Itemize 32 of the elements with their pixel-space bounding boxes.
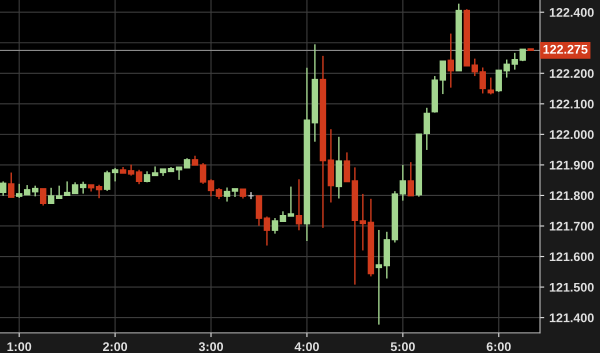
y-tick-label: 121.600 — [550, 252, 594, 262]
candlestick — [208, 178, 214, 198]
y-tick-label: 122.000 — [550, 130, 594, 140]
y-tick-label: 121.400 — [550, 313, 594, 322]
y-tick-label: 122.200 — [550, 69, 594, 78]
y-tick-label: 122.100 — [550, 100, 594, 108]
candlestick — [488, 76, 494, 96]
candlestick — [40, 188, 46, 206]
y-tick-label: 121.900 — [550, 160, 594, 170]
x-tick-label: 2:00 — [103, 342, 128, 352]
candlestick — [8, 172, 14, 198]
x-tick-label: 1:00 — [7, 342, 32, 352]
candlestick — [144, 170, 150, 184]
candlestick — [216, 187, 222, 200]
candlestick — [240, 188, 246, 200]
candlestick — [408, 161, 414, 196]
x-tick-label: 3:00 — [198, 342, 224, 352]
y-tick-label: 121.500 — [550, 282, 594, 292]
x-tick-label: 6:00 — [486, 342, 511, 352]
y-tick-label: 121.700 — [550, 222, 594, 231]
candlestick — [0, 180, 6, 196]
candlestick — [296, 178, 302, 231]
y-tick-label: 121.800 — [550, 191, 594, 200]
candlestick — [224, 186, 230, 202]
x-tick-label: 4:00 — [294, 342, 319, 352]
candlestick — [200, 162, 206, 185]
candlestick — [272, 217, 278, 234]
y-tick-label: 122.400 — [550, 8, 594, 17]
candlestick — [448, 32, 454, 88]
candlestick — [192, 155, 198, 166]
ref-line-label: 122.275 — [543, 44, 588, 54]
x-tick-label: 5:00 — [390, 342, 415, 352]
